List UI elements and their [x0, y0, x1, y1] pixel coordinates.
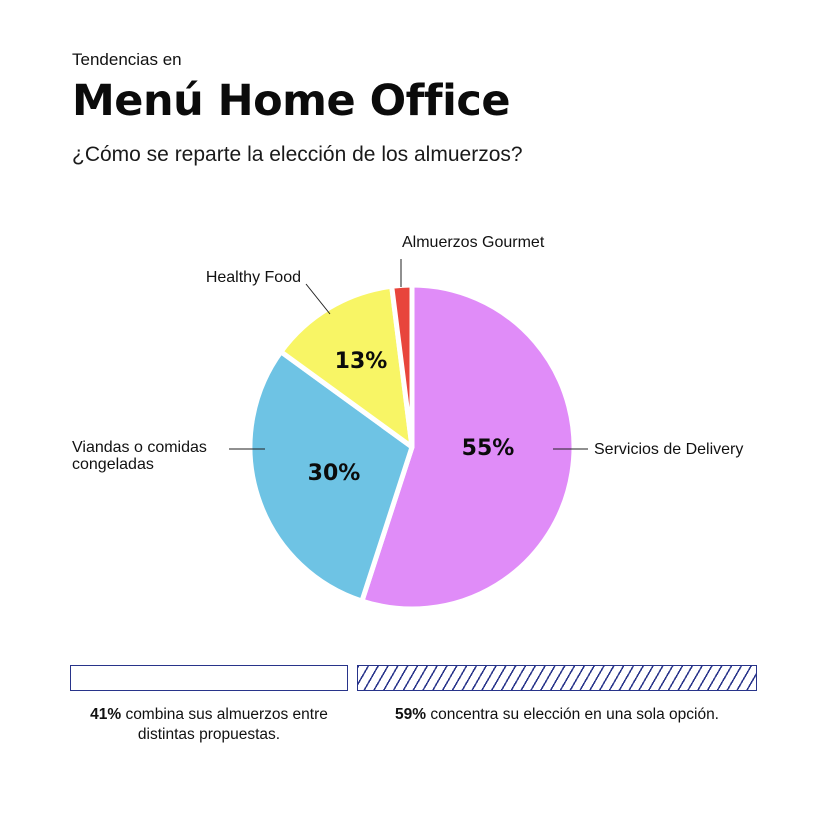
combined-choice-caption: 41% combina sus almuerzos entre distinta… — [70, 705, 348, 745]
combined-choice-percent: 41% — [90, 706, 122, 723]
pie-slice-servicios-de-delivery — [359, 282, 577, 612]
slice-label-viandas-o-comidas-congeladas: Viandas o comidas congeladas — [72, 439, 207, 473]
combined-choice-bar — [70, 665, 348, 691]
slice-label-healthy-food: Healthy Food — [206, 269, 301, 286]
single-choice-percent: 59% — [394, 706, 427, 723]
pie-slice-almuerzos-gourmet — [389, 282, 415, 450]
pie-slice-healthy-food — [278, 283, 415, 450]
single-choice-bar — [357, 665, 757, 691]
slice-percent-viandas-o-comidas-congeladas: 30% — [308, 461, 361, 486]
slice-percent-healthy-food: 13% — [335, 349, 388, 374]
pie-slice-viandas-o-comidas-congeladas — [247, 349, 415, 604]
kicker-text: Tendencias en — [72, 50, 182, 69]
slice-label-almuerzos-gourmet: Almuerzos Gourmet — [402, 234, 545, 251]
single-choice-caption: 59% concentra su elección en una sola op… — [357, 705, 757, 725]
combined-choice-text: combina sus almuerzos entre distintas pr… — [125, 706, 328, 743]
leader-line-healthy-food — [305, 283, 331, 315]
single-choice-text: concentra su elección en una sola opción… — [430, 706, 719, 723]
slice-percent-servicios-de-delivery: 55% — [462, 436, 515, 461]
page-subtitle: ¿Cómo se reparte la elección de los almu… — [72, 143, 523, 166]
page-title: Menú Home Office — [72, 76, 510, 126]
slice-label-servicios-de-delivery: Servicios de Delivery — [594, 441, 743, 458]
